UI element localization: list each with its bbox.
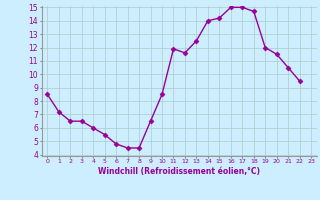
X-axis label: Windchill (Refroidissement éolien,°C): Windchill (Refroidissement éolien,°C) — [98, 167, 260, 176]
